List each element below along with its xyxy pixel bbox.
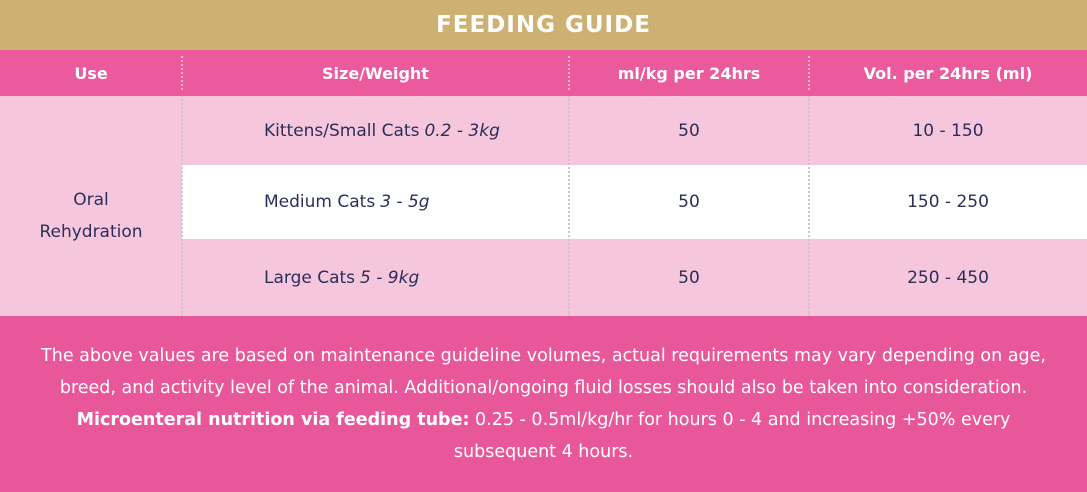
- weight-range: 0.2 - 3kg: [424, 120, 500, 141]
- table-row: Large Cats 5 - 9kg 50 250 - 450: [182, 239, 1087, 316]
- table-title: FEEDING GUIDE: [0, 0, 1087, 50]
- table-row: Kittens/Small Cats 0.2 - 3kg 50 10 - 150: [182, 96, 1087, 165]
- column-divider: [568, 96, 570, 316]
- table-row: Medium Cats 3 - 5g 50 150 - 250: [182, 165, 1087, 239]
- weight-range: 3 - 5g: [380, 192, 430, 212]
- column-divider: [181, 96, 183, 316]
- ml-per-kg-cell: 50: [678, 267, 700, 288]
- footer-line: Microenteral nutrition via feeding tube:…: [18, 404, 1069, 436]
- footer-line: subsequent 4 hours.: [453, 442, 634, 462]
- header-use: Use: [74, 63, 108, 83]
- use-label-line: Oral: [73, 190, 109, 210]
- microenteral-label: Microenteral nutrition via feeding tube:: [76, 410, 470, 430]
- size-weight-cell: Kittens/Small Cats 0.2 - 3kg: [182, 96, 569, 165]
- footer-line: breed, and activity level of the animal.…: [59, 378, 1028, 398]
- header-volume: Vol. per 24hrs (ml): [863, 63, 1033, 83]
- footer-line: The above values are based on maintenanc…: [41, 346, 1046, 366]
- ml-per-kg-cell: 50: [678, 192, 700, 212]
- size-label: Kittens/Small Cats: [264, 120, 420, 141]
- use-cell-oral-rehydration: Oral Rehydration: [0, 96, 182, 316]
- use-label-line: Rehydration: [39, 222, 143, 242]
- size-weight-cell: Medium Cats 3 - 5g: [182, 165, 569, 239]
- header-ml-per-kg: ml/kg per 24hrs: [617, 63, 761, 83]
- table-body: Oral Rehydration Kittens/Small Cats 0.2 …: [0, 96, 1087, 316]
- size-weight-cell: Large Cats 5 - 9kg: [182, 239, 569, 316]
- volume-cell: 10 - 150: [912, 120, 984, 141]
- volume-cell: 250 - 450: [907, 267, 989, 288]
- size-label: Medium Cats: [264, 192, 376, 212]
- volume-cell: 150 - 250: [907, 192, 989, 212]
- header-divider: [181, 56, 183, 90]
- header-row: Use Size/Weight ml/kg per 24hrs Vol. per…: [0, 50, 1087, 96]
- column-divider: [808, 96, 810, 316]
- header-divider: [808, 56, 810, 90]
- header-divider: [568, 56, 570, 90]
- ml-per-kg-cell: 50: [678, 120, 700, 141]
- footer-note: The above values are based on maintenanc…: [0, 316, 1087, 492]
- weight-range: 5 - 9kg: [360, 267, 420, 288]
- size-label: Large Cats: [264, 267, 356, 288]
- microenteral-text: 0.25 - 0.5ml/kg/hr for hours 0 - 4 and i…: [469, 410, 1011, 430]
- header-size-weight: Size/Weight: [322, 63, 429, 83]
